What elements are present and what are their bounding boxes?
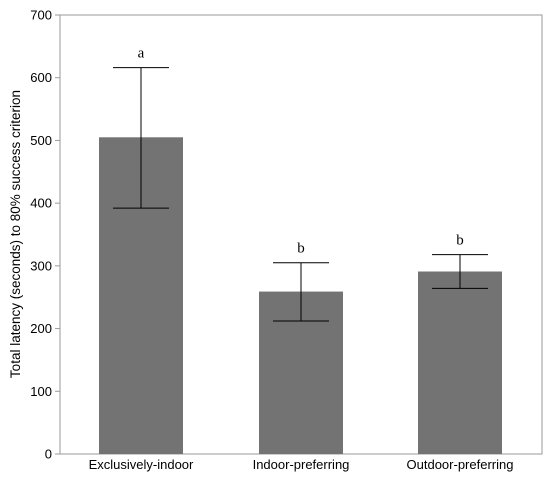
x-tick-label-0: Exclusively-indoor <box>89 457 194 472</box>
error-bars-group <box>113 67 488 322</box>
x-tick-label-1: Indoor-preferring <box>253 457 350 472</box>
y-tick-label-0: 0 <box>45 447 52 462</box>
y-tick-label-200: 200 <box>30 321 52 336</box>
significance-label-2: b <box>456 233 464 249</box>
y-tick-label-600: 600 <box>30 70 52 85</box>
significance-label-1: b <box>297 241 305 257</box>
y-tick-label-400: 400 <box>30 196 52 211</box>
significance-label-0: a <box>138 46 145 62</box>
y-tick-label-500: 500 <box>30 133 52 148</box>
y-tick-label-700: 700 <box>30 8 52 23</box>
y-tick-label-100: 100 <box>30 384 52 399</box>
y-tick-label-300: 300 <box>30 258 52 273</box>
significance-labels-group: a b b <box>138 46 464 257</box>
y-axis-title: Total latency (seconds) to 80% success c… <box>8 90 23 378</box>
y-axis-ticks: 0 100 200 300 400 500 600 700 <box>30 8 60 462</box>
bar-2 <box>418 271 502 454</box>
x-tick-label-2: Outdoor-preferring <box>407 457 514 472</box>
x-axis-category-labels: Exclusively-indoor Indoor-preferring Outdo… <box>89 457 514 472</box>
